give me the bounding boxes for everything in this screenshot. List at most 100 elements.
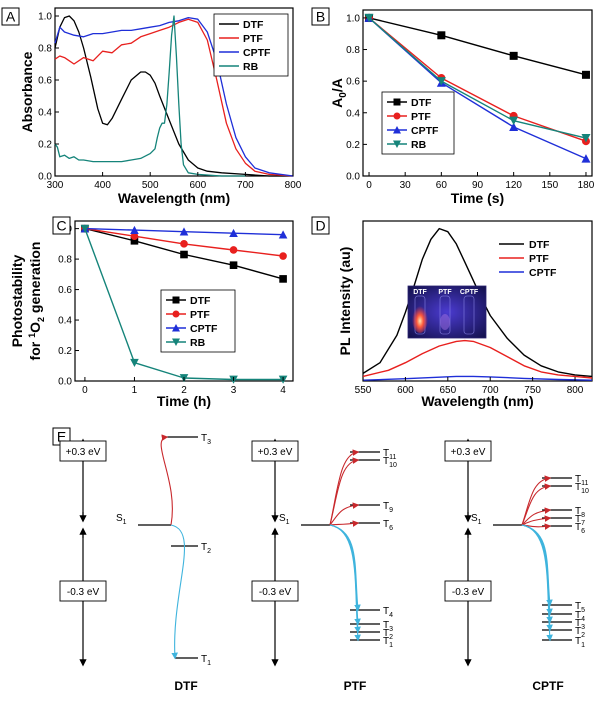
- panel-e-dtf-t-label: T3: [201, 433, 211, 446]
- panel-e-t-main: T: [383, 620, 389, 631]
- panel-c-y-tick-label: 0.4: [58, 316, 72, 327]
- panel-c-x-tick-label: 2: [181, 385, 187, 396]
- panel-c-x-tick-label: 1: [132, 385, 138, 396]
- panel-c-point-ptf: [279, 252, 287, 260]
- panel-c-point-cptf: [130, 225, 139, 234]
- panel-a-x-tick-label: 800: [285, 180, 302, 191]
- panel-c-point-ptf: [130, 232, 139, 241]
- panel-e-s1-main: S: [471, 513, 478, 524]
- panel-c-x-tick-label: 3: [231, 385, 237, 396]
- panel-c-point-ptf: [229, 246, 238, 254]
- panel-c-x-tick-label: 0: [82, 385, 88, 396]
- panel-b-a0a-chart: 0 30 60 90 120 150 180 0.0 0.2 0.4 0.6 0.8 1.0 Time (…: [311, 7, 595, 206]
- panel-b-label: B: [316, 9, 325, 25]
- panel-a-y-tick-label: 0.0: [38, 172, 52, 183]
- panel-c-label: C: [56, 218, 66, 234]
- panel-e-dtf-minus-label: -0.3 eV: [67, 587, 100, 598]
- panel-c-y-label-gen: generation: [27, 242, 43, 317]
- panel-b-y-tick-label: 0.6: [346, 77, 360, 88]
- panel-b-legend-marker: [393, 140, 401, 148]
- panel-a-series-rb: [54, 15, 246, 177]
- panel-b-y-label-sub: 0: [338, 92, 349, 98]
- panel-e-t-main: T: [201, 542, 207, 553]
- panel-d-label-box: [311, 216, 330, 235]
- panel-e-t-main: T: [383, 448, 389, 459]
- panel-e-ptf-plus-box: [251, 440, 299, 462]
- panel-e-t-sub: 10: [389, 462, 397, 469]
- panel-d-photo-label-cptf: CPTF: [460, 289, 479, 296]
- panel-e-t-sub: 2: [389, 634, 393, 641]
- panel-b-point-dtf: [581, 70, 590, 79]
- panel-e-ptf-t-label: T10: [383, 456, 397, 469]
- panel-c-legend-label-rb: RB: [190, 337, 206, 349]
- panel-b-legend-label-rb: RB: [411, 139, 427, 151]
- panel-d-y-axis-label: PL Intensity (au): [337, 247, 353, 356]
- panel-e-s1-main: S: [116, 513, 123, 524]
- panel-e-t-main: T: [201, 433, 207, 444]
- panel-b-y-tick-label: 0.2: [346, 140, 360, 151]
- panel-e-t-main: T: [575, 626, 581, 637]
- panel-e-cptf-transition-arrow: [521, 507, 552, 526]
- panel-e-dtf-plus-label: +0.3 eV: [66, 447, 101, 458]
- panel-e-cptf-plus-label: +0.3 eV: [451, 447, 486, 458]
- panel-e-cptf-s1-label: S1: [471, 513, 482, 526]
- panel-e-t-main: T: [575, 506, 581, 517]
- panel-e-cptf-minus-box: [444, 580, 492, 602]
- panel-c-point-rb: [80, 224, 90, 233]
- panel-e-t-main: T: [575, 514, 581, 525]
- panel-e-ptf-s1-label: S1: [279, 513, 290, 526]
- panel-e-t-sub: 1: [581, 642, 585, 649]
- panel-e-cptf-t-label: T1: [575, 636, 585, 649]
- panel-b-y-axis-label: A0/A: [329, 78, 349, 108]
- panel-b-y-label-main: A: [329, 98, 345, 108]
- panel-c-x-tick-label: 4: [280, 385, 286, 396]
- panel-c-y-axis-label-line2: for 1O2 generation: [27, 242, 46, 361]
- panel-c-label-box: [52, 216, 71, 235]
- panel-a-y-tick-label: 0.8: [38, 44, 52, 55]
- panel-e-cptf-minus-label: -0.3 eV: [452, 587, 485, 598]
- panel-c-point-dtf: [229, 261, 238, 269]
- panel-b-legend-marker: [393, 112, 401, 120]
- panel-d-x-tick-label: 800: [567, 385, 584, 396]
- panel-e-ptf-t-label: T9: [383, 501, 393, 514]
- panel-d-label: D: [315, 218, 325, 234]
- panel-a-legend-label-cptf: CPTF: [243, 47, 271, 59]
- panel-b-x-tick-label: 30: [400, 180, 412, 191]
- panel-c-legend-marker: [172, 338, 180, 346]
- panel-e-t-main: T: [383, 606, 389, 617]
- panel-a-absorbance-chart: 300 400 500 600 700 800 0.0 0.2 0.4 0.6 0.8 1.0 Wave…: [1, 7, 302, 206]
- panel-b-legend-marker: [393, 98, 401, 106]
- panel-d-x-tick-label: 650: [439, 385, 456, 396]
- panel-d-vial: [463, 295, 475, 335]
- panel-c-point-cptf: [179, 227, 189, 236]
- panel-a-legend-label-ptf: PTF: [243, 33, 263, 45]
- panel-a-x-tick-label: 400: [94, 180, 111, 191]
- panel-e-cptf-t-label: T11: [575, 474, 588, 487]
- panel-e-cptf-transition-arrow: [521, 524, 553, 624]
- panel-e-ptf-t-label: T11: [383, 448, 396, 461]
- panel-d-series-ptf: [362, 339, 593, 379]
- panel-d-photo-label-ptf: PTF: [438, 289, 452, 296]
- panel-e-ptf-plus-label: +0.3 eV: [258, 447, 293, 458]
- panel-a-x-tick-label: 500: [142, 180, 159, 191]
- panel-d-series-cptf: [362, 375, 593, 381]
- panel-a-y-tick-label: 0.6: [38, 76, 52, 87]
- panel-e-cptf-t-label: T10: [575, 482, 589, 495]
- panel-e-s1-sub: 1: [286, 519, 290, 526]
- panel-e-t-main: T: [575, 636, 581, 647]
- panel-e-label: E: [57, 429, 66, 445]
- panel-e-ptf-transition-arrow: [329, 449, 360, 526]
- panel-e-dtf-t-label: T1: [201, 654, 211, 667]
- panel-e-cptf-plus-box: [444, 440, 492, 462]
- panel-d-legend-label-ptf: PTF: [529, 253, 549, 265]
- panel-b-point-cptf: [581, 154, 591, 163]
- panel-c-point-ptf: [180, 240, 188, 248]
- panel-e-ptf-minus-label: -0.3 eV: [259, 587, 292, 598]
- panel-c-y-tick-label: 0.0: [58, 377, 72, 388]
- panel-e-t-sub: 4: [581, 616, 585, 623]
- panel-e-ptf-t-label: T3: [383, 620, 393, 633]
- panel-e-cptf-t-label: T2: [575, 626, 585, 639]
- panel-e-t-sub: 5: [581, 607, 585, 614]
- panel-e-cptf-transition-arrow: [521, 483, 552, 526]
